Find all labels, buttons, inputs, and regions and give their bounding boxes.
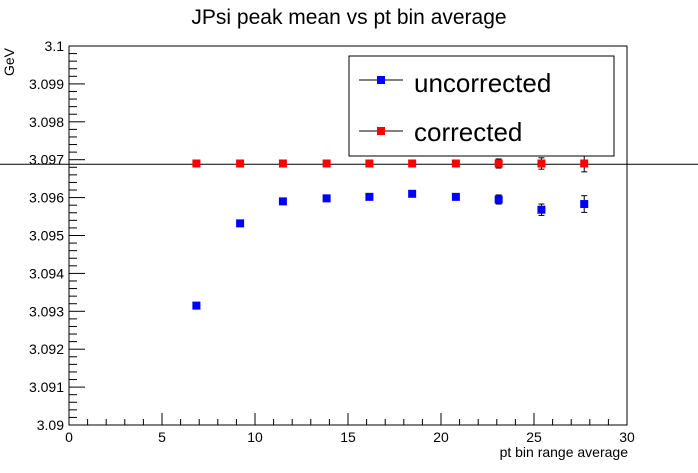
data-point-uncorrected (408, 189, 417, 198)
data-point-uncorrected (537, 205, 546, 214)
data-point-corrected (494, 159, 503, 168)
data-point-corrected (537, 159, 546, 168)
y-tick-label: 3.091 (29, 379, 64, 395)
x-tick-label: 15 (340, 429, 356, 445)
x-axis-label: pt bin range average (500, 444, 629, 460)
data-point-uncorrected (192, 301, 201, 310)
legend-label-uncorrected: uncorrected (414, 68, 551, 98)
y-tick-label: 3.1 (45, 38, 65, 54)
y-tick-label: 3.095 (29, 228, 64, 244)
data-point-uncorrected (451, 192, 460, 201)
x-tick-label: 5 (158, 429, 166, 445)
x-tick-label: 20 (433, 429, 449, 445)
legend-box (348, 55, 615, 157)
y-tick-label: 3.092 (29, 341, 64, 357)
y-tick-label: 3.098 (29, 114, 64, 130)
data-point-uncorrected (322, 194, 331, 203)
data-point-corrected (278, 159, 287, 168)
legend-marker-uncorrected (377, 76, 385, 84)
y-tick-label: 3.09 (37, 417, 64, 433)
legend: uncorrected corrected (348, 55, 615, 157)
data-point-uncorrected (278, 197, 287, 206)
plot-area: 0 5 10 15 20 25 30 3.09 3.091 3.092 3.093 3.094 3.09… (0, 38, 698, 445)
data-point-corrected (192, 159, 201, 168)
legend-marker-corrected (377, 127, 385, 135)
y-axis-label: GeV (1, 47, 17, 76)
x-tick-label: 10 (247, 429, 263, 445)
data-point-uncorrected (236, 219, 245, 228)
x-tick-label: 0 (65, 429, 73, 445)
y-tick-label: 3.096 (29, 190, 64, 206)
y-tick-label: 3.097 (29, 152, 64, 168)
data-point-uncorrected (494, 195, 503, 204)
data-point-corrected (408, 159, 417, 168)
legend-label-corrected: corrected (414, 117, 522, 147)
x-tick-label: 25 (526, 429, 542, 445)
y-tick-label: 3.099 (29, 76, 64, 92)
y-tick-label: 3.093 (29, 303, 64, 319)
data-point-uncorrected (580, 200, 589, 209)
data-point-corrected (322, 159, 331, 168)
x-tick-label: 30 (619, 429, 635, 445)
y-tick-label: 3.094 (29, 265, 64, 281)
data-point-uncorrected (365, 192, 374, 201)
data-point-corrected (451, 159, 460, 168)
data-point-corrected (365, 159, 374, 168)
data-point-corrected (236, 159, 245, 168)
chart-title: JPsi peak mean vs pt bin average (191, 6, 506, 29)
data-point-corrected (580, 159, 589, 168)
